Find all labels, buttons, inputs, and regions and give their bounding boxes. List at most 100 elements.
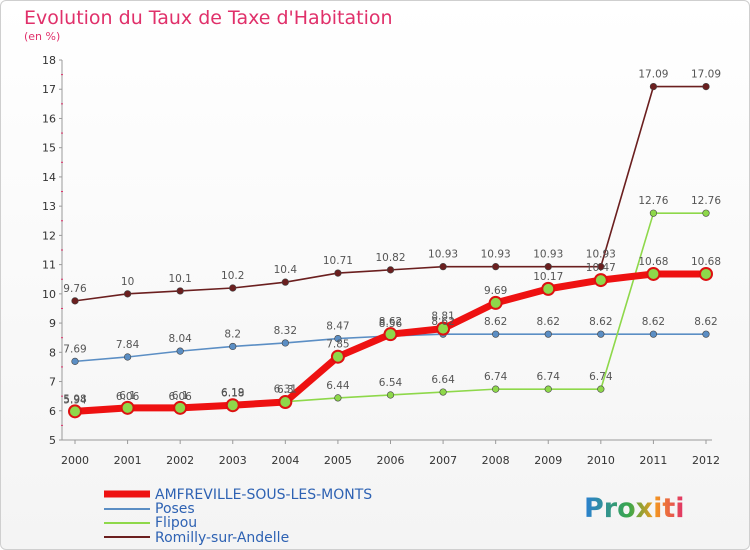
y-tick-label: 14 (42, 171, 56, 184)
data-label-flipou: 6.54 (379, 377, 403, 389)
data-label-amfreville-sous-les-monts: 6.1 (119, 390, 136, 402)
x-tick-label: 2008 (482, 454, 510, 467)
data-point-flipou (439, 388, 447, 396)
data-point-poses (71, 357, 79, 365)
data-point-amfreville-sous-les-monts (278, 395, 293, 409)
data-label-romilly-sur-andelle: 9.76 (63, 283, 87, 295)
data-point-poses (702, 330, 710, 338)
y-tick-label: 13 (42, 200, 56, 213)
data-label-flipou: 6.06 (116, 391, 140, 403)
data-point-romilly-sur-andelle (334, 269, 342, 277)
data-label-poses: 8.62 (431, 316, 454, 328)
x-tick-label: 2003 (219, 454, 247, 467)
data-label-flipou: 6.74 (484, 371, 508, 383)
y-tick-label: 7 (49, 376, 56, 389)
data-label-romilly-sur-andelle: 10.2 (221, 270, 244, 282)
data-label-flipou: 6.74 (589, 371, 613, 383)
x-tick-label: 2002 (166, 454, 194, 467)
data-point-poses (492, 330, 500, 338)
data-label-poses: 8.62 (642, 316, 665, 328)
legend-label-romilly: Romilly-sur-Andelle (155, 530, 289, 546)
legend-label-amfreville: AMFREVILLE-SOUS-LES-MONTS (155, 487, 372, 503)
data-point-poses (334, 334, 342, 343)
x-tick-label: 2000 (61, 454, 89, 467)
data-point-poses (597, 330, 605, 338)
data-label-amfreville-sous-les-monts: 6.19 (221, 387, 244, 399)
data-label-amfreville-sous-les-monts: 10.68 (638, 256, 668, 268)
legend-label-flipou: Flipou (155, 515, 197, 531)
data-label-flipou: 12.76 (691, 195, 721, 207)
data-label-flipou: 6.64 (431, 374, 455, 386)
data-point-romilly-sur-andelle (71, 297, 79, 305)
data-label-flipou: 12.76 (638, 195, 668, 207)
data-label-romilly-sur-andelle: 17.09 (638, 69, 668, 81)
data-point-amfreville-sous-les-monts (68, 404, 82, 419)
data-label-romilly-sur-andelle: 10.1 (168, 273, 191, 285)
data-label-amfreville-sous-les-monts: 10.68 (691, 256, 721, 268)
data-point-poses (229, 342, 237, 351)
data-point-amfreville-sous-les-monts (541, 281, 556, 296)
data-point-romilly-sur-andelle (281, 278, 289, 286)
y-tick-label: 10 (42, 288, 56, 301)
data-point-amfreville-sous-les-monts (225, 398, 240, 413)
y-tick-label: 18 (42, 54, 56, 67)
data-point-romilly-sur-andelle (544, 263, 552, 271)
legend-label-poses: Poses (155, 501, 195, 517)
y-tick-label: 17 (42, 83, 56, 96)
data-point-amfreville-sous-les-monts (120, 400, 135, 415)
x-tick-label: 2005 (324, 454, 352, 467)
data-point-amfreville-sous-les-monts (593, 273, 608, 288)
data-label-flipou: 6.06 (168, 391, 192, 403)
data-label-poses: 8.32 (274, 325, 297, 337)
data-point-amfreville-sous-les-monts (173, 400, 188, 415)
data-point-amfreville-sous-les-monts (330, 349, 345, 364)
data-label-poses: 7.84 (116, 339, 140, 351)
chart-subtitle: (en %) (24, 30, 60, 43)
data-point-amfreville-sous-les-monts (383, 327, 398, 342)
data-label-amfreville-sous-les-monts: 10.17 (533, 271, 563, 283)
y-tick-label: 8 (49, 346, 56, 359)
data-point-amfreville-sous-les-monts (646, 266, 661, 281)
data-label-poses: 8.62 (537, 316, 560, 328)
axes: 5 6 7 8 9 10 11 12 13 14 15 16 17 18 2000 2001 2002 2003 2… (42, 54, 720, 467)
data-label-poses: 8.62 (694, 316, 717, 328)
x-tick-label: 2009 (534, 454, 562, 467)
x-tick-label: 2011 (639, 454, 667, 467)
data-label-amfreville-sous-les-monts: 6.1 (172, 390, 189, 402)
data-point-flipou (386, 391, 395, 399)
data-label-amfreville-sous-les-monts: 10.47 (586, 262, 616, 274)
data-point-poses (176, 347, 184, 355)
x-tick-label: 2001 (114, 454, 142, 467)
data-label-flipou: 6.18 (221, 388, 244, 400)
y-tick-label: 5 (49, 434, 56, 447)
data-label-amfreville-sous-les-monts: 8.81 (431, 311, 454, 323)
data-label-romilly-sur-andelle: 17.09 (691, 69, 721, 81)
data-label-amfreville-sous-les-monts: 7.85 (326, 339, 349, 351)
data-label-poses: 8.62 (484, 316, 507, 328)
data-label-romilly-sur-andelle: 10.93 (481, 249, 511, 261)
data-label-amfreville-sous-les-monts: 9.69 (484, 285, 507, 297)
data-label-amfreville-sous-les-monts: 5.98 (63, 393, 86, 405)
data-label-romilly-sur-andelle: 10.93 (586, 249, 616, 261)
data-point-poses (544, 330, 552, 338)
data-point-poses (123, 353, 132, 361)
data-point-flipou (702, 209, 710, 217)
data-point-flipou (492, 385, 500, 393)
proxiti-logo: Proxiti (584, 493, 685, 524)
data-point-poses (281, 339, 289, 347)
data-point-flipou (334, 394, 342, 402)
data-label-poses: 8.62 (589, 316, 612, 328)
data-label-amfreville-sous-les-monts: 6.3 (277, 384, 294, 396)
data-point-flipou (649, 209, 658, 217)
data-label-poses: 8.2 (224, 328, 241, 340)
data-label-poses: 8.56 (379, 318, 403, 330)
x-tick-label: 2004 (271, 454, 299, 467)
data-label-romilly-sur-andelle: 10.93 (428, 249, 458, 261)
data-point-romilly-sur-andelle (649, 82, 658, 91)
y-tick-label: 11 (42, 259, 56, 272)
data-label-romilly-sur-andelle: 10.71 (323, 255, 353, 267)
y-tick-label: 15 (42, 142, 56, 155)
data-label-poses: 7.69 (63, 343, 86, 355)
